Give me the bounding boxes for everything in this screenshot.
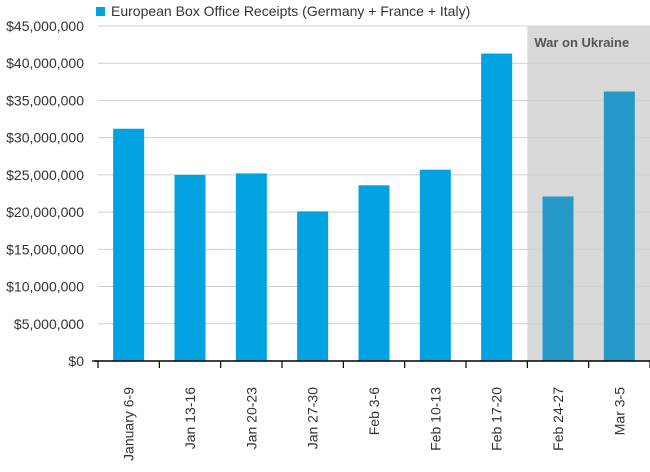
x-tick-label: Feb 10-13 — [427, 387, 443, 451]
bar — [174, 174, 206, 361]
bar — [358, 185, 390, 361]
x-tick-label: Feb 3-6 — [366, 387, 382, 435]
y-tick-label: $0 — [68, 353, 84, 369]
y-tick-label: $35,000,000 — [6, 92, 84, 108]
y-tick-label: $5,000,000 — [14, 316, 84, 332]
legend-label: European Box Office Receipts (Germany + … — [111, 3, 471, 19]
y-tick-label: $20,000,000 — [6, 204, 84, 220]
x-tick-label: Jan 20-23 — [243, 387, 259, 449]
bar — [113, 128, 145, 361]
y-tick-label: $40,000,000 — [6, 55, 84, 71]
y-tick-label: $45,000,000 — [6, 18, 84, 34]
bar — [542, 196, 574, 361]
chart-legend: European Box Office Receipts (Germany + … — [96, 3, 470, 19]
legend-swatch — [96, 6, 105, 16]
x-tick-label: Mar 3-5 — [611, 387, 627, 435]
x-tick-label: January 6-9 — [121, 387, 137, 461]
bar — [419, 169, 451, 361]
shaded-region-label: War on Ukraine — [534, 35, 629, 50]
x-tick-label: Feb 17-20 — [489, 387, 505, 451]
bar — [603, 91, 635, 361]
y-tick-label: $25,000,000 — [6, 167, 84, 183]
x-tick-label: Jan 27-30 — [305, 387, 321, 449]
y-tick-label: $30,000,000 — [6, 130, 84, 146]
x-tick-label: Feb 24-27 — [550, 387, 566, 451]
bar — [297, 211, 329, 361]
x-tick-label: Jan 13-16 — [182, 387, 198, 449]
y-tick-label: $15,000,000 — [6, 241, 84, 257]
bar — [235, 173, 267, 361]
y-tick-label: $10,000,000 — [6, 279, 84, 295]
bar — [481, 53, 513, 362]
